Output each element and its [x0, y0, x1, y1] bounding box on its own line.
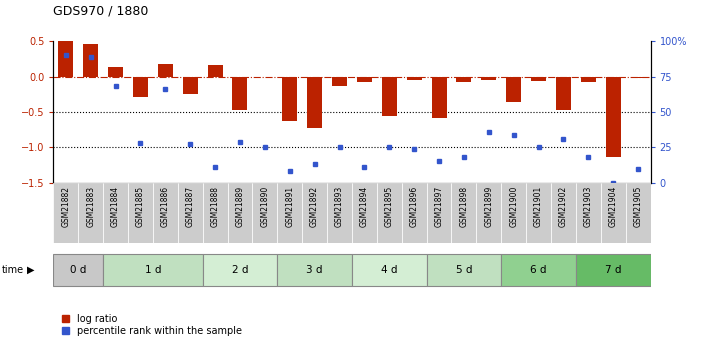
Text: GSM21892: GSM21892	[310, 186, 319, 227]
Text: GSM21889: GSM21889	[235, 186, 245, 227]
Bar	[232, 77, 247, 110]
Bar	[302, 183, 327, 243]
Bar	[178, 183, 203, 243]
Bar	[53, 254, 103, 286]
Bar	[382, 77, 397, 116]
Bar	[277, 183, 302, 243]
Bar	[626, 183, 651, 243]
Text: 2 d: 2 d	[232, 265, 248, 275]
Legend: log ratio, percentile rank within the sample: log ratio, percentile rank within the sa…	[58, 310, 245, 340]
Bar	[352, 183, 377, 243]
Bar	[352, 254, 427, 286]
Bar	[601, 183, 626, 243]
Bar	[606, 77, 621, 157]
Text: GSM21890: GSM21890	[260, 186, 269, 227]
Text: GSM21896: GSM21896	[410, 186, 419, 227]
Bar	[481, 77, 496, 80]
Text: GSM21888: GSM21888	[210, 186, 220, 227]
Bar	[501, 183, 526, 243]
Text: GSM21903: GSM21903	[584, 186, 593, 227]
Bar	[501, 254, 576, 286]
Bar	[133, 77, 148, 97]
Bar	[456, 77, 471, 82]
Bar	[631, 77, 646, 78]
Text: GSM21893: GSM21893	[335, 186, 344, 227]
Bar	[78, 183, 103, 243]
Text: GSM21884: GSM21884	[111, 186, 120, 227]
Bar	[128, 183, 153, 243]
Text: 3 d: 3 d	[306, 265, 323, 275]
Text: 7 d: 7 d	[605, 265, 621, 275]
Bar	[327, 183, 352, 243]
Bar	[332, 77, 347, 86]
Text: GSM21902: GSM21902	[559, 186, 568, 227]
Bar	[183, 77, 198, 95]
Text: time: time	[1, 265, 23, 275]
Bar	[103, 254, 203, 286]
Bar	[556, 77, 571, 110]
Text: GSM21898: GSM21898	[459, 186, 469, 227]
Bar	[531, 77, 546, 81]
Bar	[427, 183, 451, 243]
Bar	[53, 183, 78, 243]
Text: GSM21882: GSM21882	[61, 186, 70, 227]
Bar	[282, 77, 297, 121]
Bar	[377, 183, 402, 243]
Bar	[581, 77, 596, 82]
Bar	[451, 183, 476, 243]
Text: GSM21899: GSM21899	[484, 186, 493, 227]
Bar	[576, 254, 651, 286]
Text: GSM21901: GSM21901	[534, 186, 543, 227]
Bar	[576, 183, 601, 243]
Bar	[402, 183, 427, 243]
Text: GSM21887: GSM21887	[186, 186, 195, 227]
Bar	[208, 65, 223, 77]
Bar	[228, 183, 252, 243]
Bar	[307, 77, 322, 128]
Bar	[506, 77, 521, 102]
Text: ▶: ▶	[27, 265, 35, 275]
Text: GSM21900: GSM21900	[509, 186, 518, 227]
Bar	[252, 183, 277, 243]
Bar	[476, 183, 501, 243]
Text: GSM21891: GSM21891	[285, 186, 294, 227]
Bar	[551, 183, 576, 243]
Text: GSM21905: GSM21905	[634, 186, 643, 227]
Text: GDS970 / 1880: GDS970 / 1880	[53, 4, 149, 17]
Text: GSM21897: GSM21897	[434, 186, 444, 227]
Bar	[83, 44, 98, 77]
Bar	[432, 77, 447, 118]
Bar	[277, 254, 352, 286]
Text: 4 d: 4 d	[381, 265, 397, 275]
Bar	[58, 41, 73, 77]
Text: GSM21883: GSM21883	[86, 186, 95, 227]
Text: 5 d: 5 d	[456, 265, 472, 275]
Bar	[108, 67, 123, 77]
Text: 0 d: 0 d	[70, 265, 87, 275]
Text: GSM21894: GSM21894	[360, 186, 369, 227]
Text: GSM21886: GSM21886	[161, 186, 170, 227]
Bar	[407, 77, 422, 80]
Text: 1 d: 1 d	[144, 265, 161, 275]
Bar	[158, 65, 173, 77]
Bar	[357, 77, 372, 82]
Bar	[153, 183, 178, 243]
Bar	[203, 183, 228, 243]
Text: 6 d: 6 d	[530, 265, 547, 275]
Text: GSM21885: GSM21885	[136, 186, 145, 227]
Text: GSM21904: GSM21904	[609, 186, 618, 227]
Bar	[526, 183, 551, 243]
Bar	[103, 183, 128, 243]
Bar	[427, 254, 501, 286]
Bar	[203, 254, 277, 286]
Text: GSM21895: GSM21895	[385, 186, 394, 227]
